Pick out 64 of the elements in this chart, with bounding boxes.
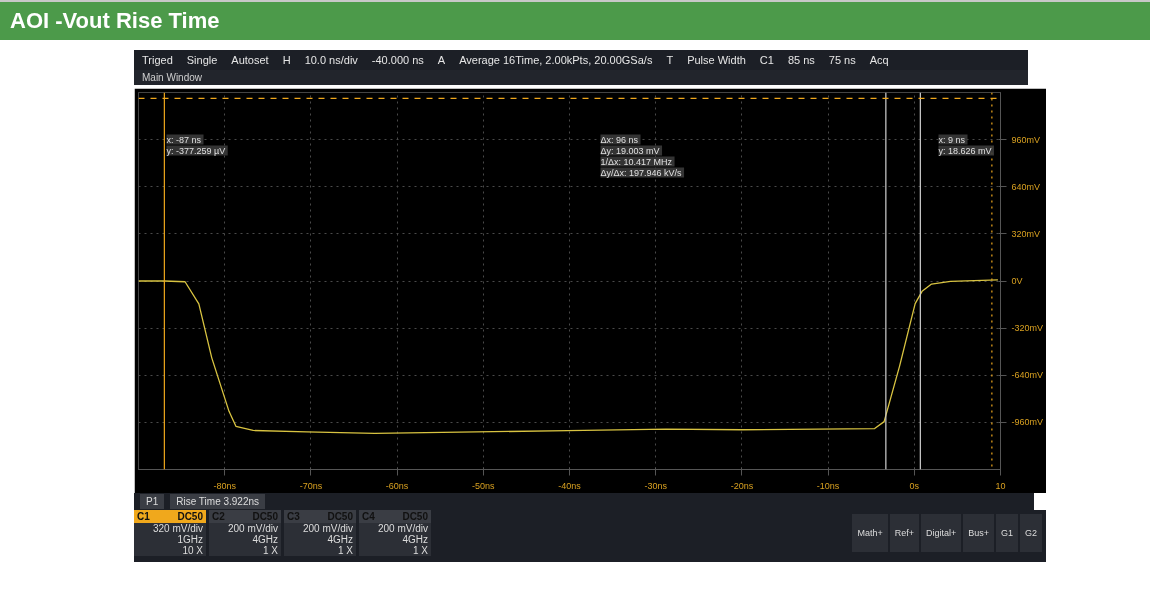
chart-title: AOI -Vout Rise Time <box>0 0 1150 40</box>
text: G1 <box>995 514 1018 552</box>
text: Ref+ <box>889 514 919 552</box>
text: 4GHz <box>402 534 428 545</box>
x-tick-label: -70ns <box>299 480 323 491</box>
x-tick-label: -30ns <box>644 480 668 491</box>
text: 1GHz <box>177 534 203 545</box>
text: Digital+ <box>920 514 962 552</box>
annotation: y: -377.259 µV <box>166 145 226 156</box>
text: Autoset <box>231 54 269 66</box>
text: 75 ns <box>828 54 856 66</box>
text: A <box>437 54 446 66</box>
annotation: x: 9 ns <box>938 134 966 145</box>
text: Bus+ <box>963 514 994 552</box>
text: 10.0 ns/div <box>304 54 358 66</box>
text: 200 mV/div <box>377 523 428 534</box>
x-tick-label: -20ns <box>730 480 754 491</box>
text: G2 <box>1019 514 1042 552</box>
text: T <box>666 54 674 66</box>
text: 200 mV/div <box>227 523 278 534</box>
y-tick-label: -320mV <box>1011 323 1044 334</box>
x-tick-label: 10 <box>995 480 1006 491</box>
y-tick-label: -640mV <box>1011 370 1044 381</box>
y-tick-label: -960mV <box>1011 417 1044 428</box>
line-series <box>138 279 999 435</box>
text: Main Window <box>134 70 1028 85</box>
y-tick-label: 320mV <box>1011 228 1041 239</box>
text: 1 X <box>262 545 278 556</box>
annotation: Δy/Δx: 197.946 kV/s <box>600 167 683 178</box>
annotation: Δx: 96 ns <box>600 134 639 145</box>
text: 200 mV/div <box>302 523 353 534</box>
text: 320 mV/div <box>152 523 203 534</box>
annotation: y: 18.626 mV <box>938 145 992 156</box>
annotation: Δy: 19.003 mV <box>600 145 660 156</box>
text: C1 <box>137 511 150 522</box>
text: H <box>282 54 291 66</box>
text: Pulse Width <box>687 54 746 66</box>
y-tick-label: 640mV <box>1011 181 1041 192</box>
text: Math+ <box>852 514 888 552</box>
text: P1 <box>140 494 165 509</box>
annotation: 1/Δx: 10.417 MHz <box>600 156 673 167</box>
text: 10 X <box>182 545 203 556</box>
text: Average 16Time, 2.00kPts, 20.00GSa/s <box>459 54 653 66</box>
text: Single <box>186 54 218 66</box>
x-tick-label: 0s <box>909 480 920 491</box>
x-tick-label: -50ns <box>472 480 496 491</box>
text: 1 X <box>412 545 428 556</box>
x-tick-label: -60ns <box>385 480 409 491</box>
text: C1 <box>759 54 774 66</box>
text: 4GHz <box>327 534 353 545</box>
text: 4GHz <box>252 534 278 545</box>
text: DC50 <box>177 511 203 522</box>
y-tick-label: 0V <box>1011 276 1023 286</box>
x-tick-label: -80ns <box>213 480 237 491</box>
x-tick-label: -10ns <box>816 480 840 491</box>
text: -40.000 ns <box>371 54 424 66</box>
text: 85 ns <box>787 54 815 66</box>
text: Acq <box>869 54 889 66</box>
text: Rise Time 3.922ns <box>176 496 260 507</box>
annotation: x: -87 ns <box>166 134 202 145</box>
x-tick-label: -40ns <box>558 480 582 491</box>
y-tick-label: 960mV <box>1011 134 1041 145</box>
text: Triged <box>142 54 173 66</box>
text: 1 X <box>337 545 353 556</box>
